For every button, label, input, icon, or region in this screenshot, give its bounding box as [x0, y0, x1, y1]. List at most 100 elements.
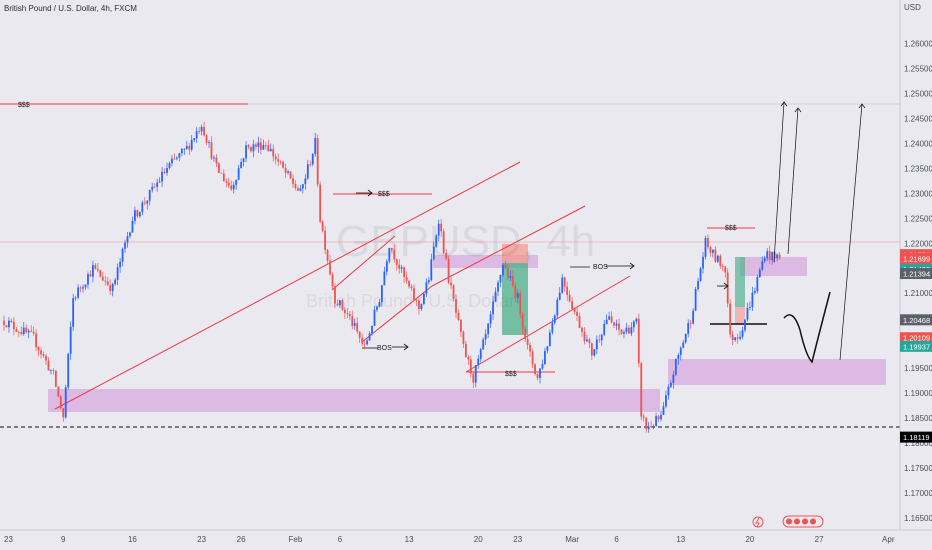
candle-body	[245, 145, 247, 159]
candle-body	[282, 161, 285, 168]
candle-body	[509, 276, 512, 279]
candle-body	[89, 274, 92, 277]
price-tick-label: 1.19500	[904, 364, 932, 373]
lightning-icon[interactable]	[752, 516, 764, 528]
long-position-stop-box-2	[735, 307, 745, 324]
candle-body	[252, 144, 255, 152]
candle-body	[101, 276, 104, 281]
candle-body	[504, 264, 507, 268]
price-tick-label: 1.25500	[904, 64, 932, 73]
candle-body	[3, 320, 5, 326]
candle-body	[279, 161, 282, 163]
time-tick-label: 6	[614, 535, 619, 544]
candle-body	[640, 363, 643, 417]
candle-body	[544, 350, 546, 365]
candle-body	[94, 265, 97, 269]
candle-body	[655, 416, 657, 427]
candle-body	[558, 292, 561, 300]
candle-body	[242, 158, 245, 163]
time-tick-label: 20	[745, 535, 754, 544]
candle-body	[346, 313, 349, 314]
candle-body	[129, 232, 131, 237]
candle-body	[326, 250, 329, 261]
candle-body	[264, 145, 267, 146]
price-badge	[900, 332, 932, 344]
candle-body	[50, 370, 52, 372]
candle-body	[467, 356, 470, 360]
candle-body	[620, 329, 623, 334]
price-tick-label: 1.19000	[904, 389, 932, 398]
time-tick-label: Apr	[882, 535, 895, 544]
candle-body	[269, 148, 272, 152]
candle-body	[230, 185, 233, 190]
candle-body	[366, 340, 368, 345]
candle-body	[472, 373, 475, 383]
candle-body	[131, 220, 134, 233]
events-icon-group[interactable]	[782, 515, 824, 528]
candle-body	[689, 322, 692, 324]
candle-body	[452, 285, 455, 299]
candle-body	[348, 313, 351, 317]
candle-body	[84, 284, 87, 288]
time-axis[interactable]: 23 9 16 23 26 Feb 6 13 20 23 Mar 6 13 20 27 Apr	[4, 535, 895, 544]
candle-body	[650, 426, 653, 428]
candle-body	[692, 310, 695, 324]
candle-body	[321, 221, 324, 231]
candle-body	[662, 406, 665, 415]
candle-body	[126, 236, 129, 243]
candle-body	[173, 158, 176, 160]
candle-body	[511, 276, 514, 286]
candle-body	[731, 334, 734, 341]
price-tick-label: 1.18500	[904, 414, 932, 423]
annotation-liquidity-feb: $$$	[378, 191, 390, 198]
candle-body	[237, 168, 240, 180]
candle-body	[232, 184, 235, 190]
candle-body	[524, 328, 527, 339]
candle-body	[595, 339, 598, 350]
candle-body	[138, 212, 141, 217]
candle-body	[361, 337, 364, 344]
candle-body	[578, 315, 581, 328]
candle-body	[272, 148, 275, 157]
candle-body	[514, 285, 517, 298]
candle-body	[440, 223, 443, 232]
candle-body	[687, 322, 690, 334]
candle-body	[205, 135, 208, 143]
candle-body	[571, 301, 573, 309]
candle-body	[134, 210, 136, 221]
candle-body	[146, 200, 149, 204]
candle-body	[714, 249, 717, 262]
candle-body	[469, 359, 472, 374]
candle-body	[610, 316, 613, 323]
price-badge	[900, 431, 932, 443]
candle-body	[455, 298, 457, 313]
candle-body	[660, 414, 662, 420]
time-tick-label: 23	[513, 535, 522, 544]
candle-body	[462, 331, 465, 344]
candle-body	[502, 264, 504, 275]
annotation-bos-feb: BOS	[377, 345, 392, 352]
candle-body	[390, 248, 393, 251]
candle-body	[287, 171, 289, 173]
price-tick-label: 1.21000	[904, 289, 932, 298]
candle-body	[116, 267, 119, 280]
candle-body	[539, 368, 541, 378]
candle-body	[331, 274, 334, 287]
candle-body	[563, 277, 566, 287]
candle-body	[405, 277, 408, 281]
candle-body	[104, 280, 107, 282]
candle-body	[166, 167, 168, 174]
candle-body	[297, 188, 299, 191]
candle-body	[309, 164, 312, 166]
candle-body	[30, 330, 33, 332]
candle-body	[711, 249, 714, 253]
candle-body	[519, 293, 522, 315]
candle-body	[746, 307, 749, 320]
candle-body	[548, 332, 551, 347]
candle-body	[744, 319, 746, 331]
long-position-profit-box-2	[735, 257, 745, 307]
candle-body	[768, 251, 771, 261]
price-badge-label: 1.21394	[903, 270, 930, 279]
